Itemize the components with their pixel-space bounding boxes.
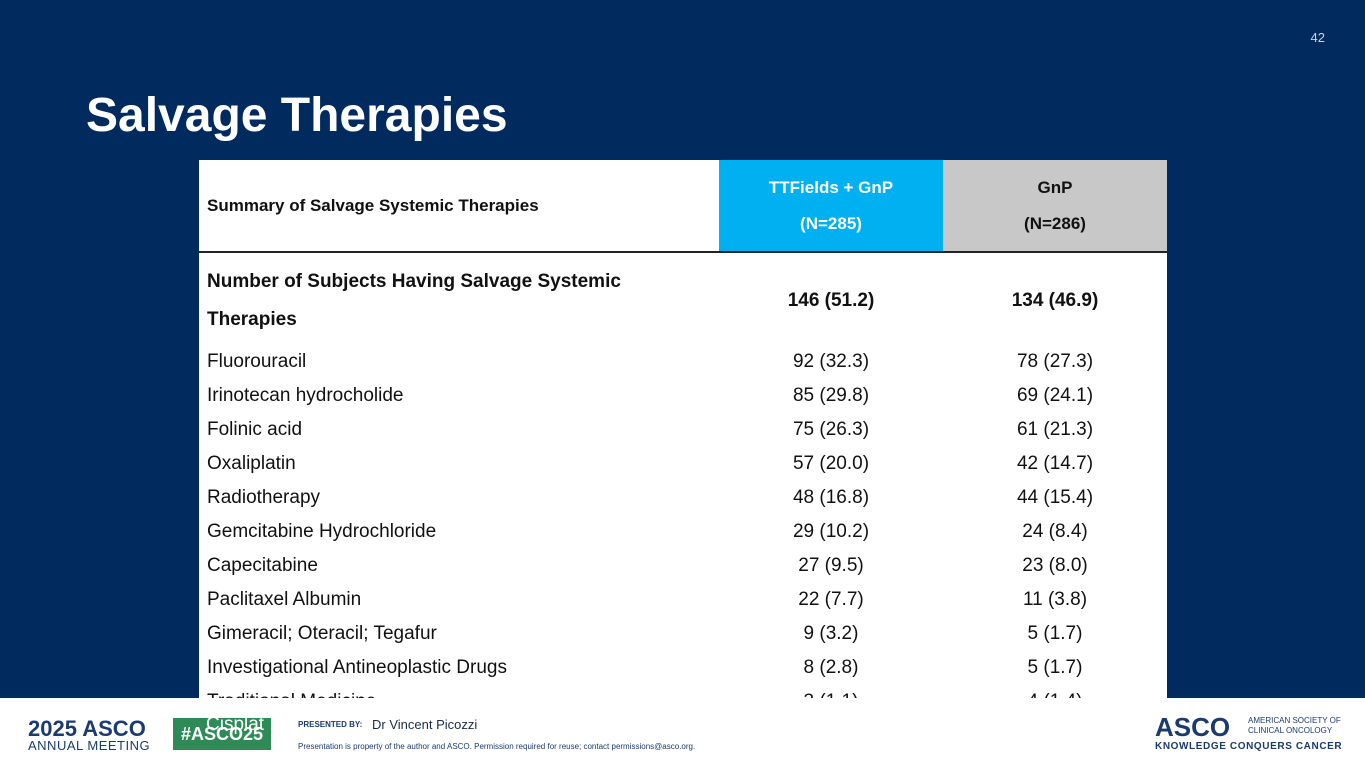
- row-label: Irinotecan hydrocholide: [207, 385, 404, 406]
- header-label: Summary of Salvage Systemic Therapies: [199, 160, 719, 253]
- row-value: 44 (15.4): [1016, 487, 1094, 508]
- table-row: Gimeracil; Oteracil; Tegafur 9 (3.2) 5 (1.…: [199, 617, 1167, 651]
- org-name-line: CLINICAL ONCOLOGY: [1248, 726, 1333, 735]
- slide-number: 42: [1310, 30, 1325, 45]
- arm-n: (N=285): [800, 213, 862, 233]
- table-row: Radiotherapy 48 (16.8) 44 (15.4): [199, 481, 1167, 515]
- row-label: Oxaliplatin: [207, 453, 296, 474]
- row-value: 61 (21.3): [1016, 419, 1094, 440]
- row-label: Radiotherapy: [207, 487, 321, 508]
- row-value: 42 (14.7): [1016, 453, 1094, 474]
- row-value: 48 (16.8): [792, 487, 870, 508]
- notice: Presentation is property of the author a…: [298, 742, 696, 751]
- table: Summary of Salvage Systemic Therapies TT…: [199, 160, 1167, 698]
- table-row: Capecitabine 27 (9.5) 23 (8.0): [199, 549, 1167, 583]
- row-label: Paclitaxel Albumin: [207, 589, 362, 610]
- table-row: Investigational Antineoplastic Drugs 8 (2…: [199, 651, 1167, 685]
- row-value: 9 (3.2): [803, 623, 859, 644]
- row-value: 5 (1.7): [1027, 623, 1083, 644]
- overflow-row-text: Cisplat: [206, 714, 265, 735]
- table-row: Paclitaxel Albumin 22 (7.7) 11 (3.8): [199, 583, 1167, 617]
- arm-name: TTFields + GnP: [768, 177, 894, 197]
- table-row: Folinic acid 75 (26.3) 61 (21.3): [199, 413, 1167, 447]
- meeting-name: ANNUAL MEETING: [28, 738, 151, 753]
- header-arm: TTFields + GnP (N=285): [719, 160, 943, 253]
- table-row: Fluorouracil 92 (32.3) 78 (27.3): [199, 345, 1167, 379]
- row-value: 134 (46.9): [1011, 290, 1099, 311]
- presenter: Dr Vincent Picozzi: [372, 717, 478, 732]
- row-label: Investigational Antineoplastic Drugs: [207, 657, 507, 678]
- meeting-logo: 2025 ASCO: [28, 716, 146, 742]
- row-value: 24 (8.4): [1022, 521, 1088, 542]
- row-label: Folinic acid: [207, 419, 303, 440]
- row-label: Traditional Medicine: [199, 685, 719, 698]
- row-value: 85 (29.8): [792, 385, 870, 406]
- table-row: Irinotecan hydrocholide 85 (29.8) 69 (24.1…: [199, 379, 1167, 413]
- row-value: 57 (20.0): [792, 453, 870, 474]
- row-value: 78 (27.3): [1016, 351, 1094, 372]
- table-row: Traditional Medicine3 (1.1)4 (1.4): [199, 685, 1167, 698]
- header-arm: GnP (N=286): [943, 160, 1167, 253]
- row-value: 4 (1.4): [943, 685, 1167, 698]
- table-row: Number of Subjects Having Salvage System…: [199, 252, 1167, 345]
- arm-name: GnP: [1037, 177, 1073, 197]
- row-value: 22 (7.7): [798, 589, 864, 610]
- table-header: Summary of Salvage Systemic Therapies TT…: [199, 160, 1167, 253]
- meeting-year: 2025: [28, 716, 77, 741]
- row-label: Gemcitabine Hydrochloride: [207, 521, 437, 542]
- table-container: Summary of Salvage Systemic Therapies TT…: [199, 160, 1167, 698]
- row-value: 27 (9.5): [798, 555, 864, 576]
- row-value: 69 (24.1): [1016, 385, 1094, 406]
- row-value: 23 (8.0): [1022, 555, 1088, 576]
- row-value: 92 (32.3): [792, 351, 870, 372]
- row-value: 3 (1.1): [719, 685, 943, 698]
- meeting-org: ASCO: [82, 716, 146, 741]
- row-value: 8 (2.8): [803, 657, 859, 678]
- row-label: Capecitabine: [207, 555, 318, 576]
- tagline: KNOWLEDGE CONQUERS CANCER: [1155, 741, 1343, 752]
- row-value: 29 (10.2): [792, 521, 870, 542]
- row-label: Fluorouracil: [207, 351, 307, 372]
- table-row: Gemcitabine Hydrochloride 29 (10.2) 24 (8.…: [199, 515, 1167, 549]
- org-name: AMERICAN SOCIETY OF CLINICAL ONCOLOGY: [1248, 716, 1341, 736]
- row-value: 146 (51.2): [787, 290, 875, 311]
- slide-title: Salvage Therapies: [86, 89, 508, 142]
- footer: 2025 ASCO ANNUAL MEETING #ASCO25 PRESENT…: [0, 698, 1365, 768]
- row-label: Number of Subjects Having Salvage System…: [207, 271, 621, 330]
- table-row: Oxaliplatin 57 (20.0) 42 (14.7): [199, 447, 1167, 481]
- org-name-line: AMERICAN SOCIETY OF: [1248, 716, 1341, 725]
- row-label: Gimeracil; Oteracil; Tegafur: [207, 623, 437, 644]
- row-value: 5 (1.7): [1027, 657, 1083, 678]
- row-value: 11 (3.8): [1022, 589, 1088, 610]
- hashtag: #ASCO25: [173, 718, 271, 750]
- presented-by-label: PRESENTED BY:: [298, 720, 363, 729]
- header-row: Summary of Salvage Systemic Therapies TT…: [199, 160, 1167, 253]
- org-logo: ASCO: [1155, 712, 1231, 742]
- row-value: 75 (26.3): [792, 419, 870, 440]
- table-body: Number of Subjects Having Salvage System…: [199, 252, 1167, 698]
- arm-n: (N=286): [1024, 213, 1086, 233]
